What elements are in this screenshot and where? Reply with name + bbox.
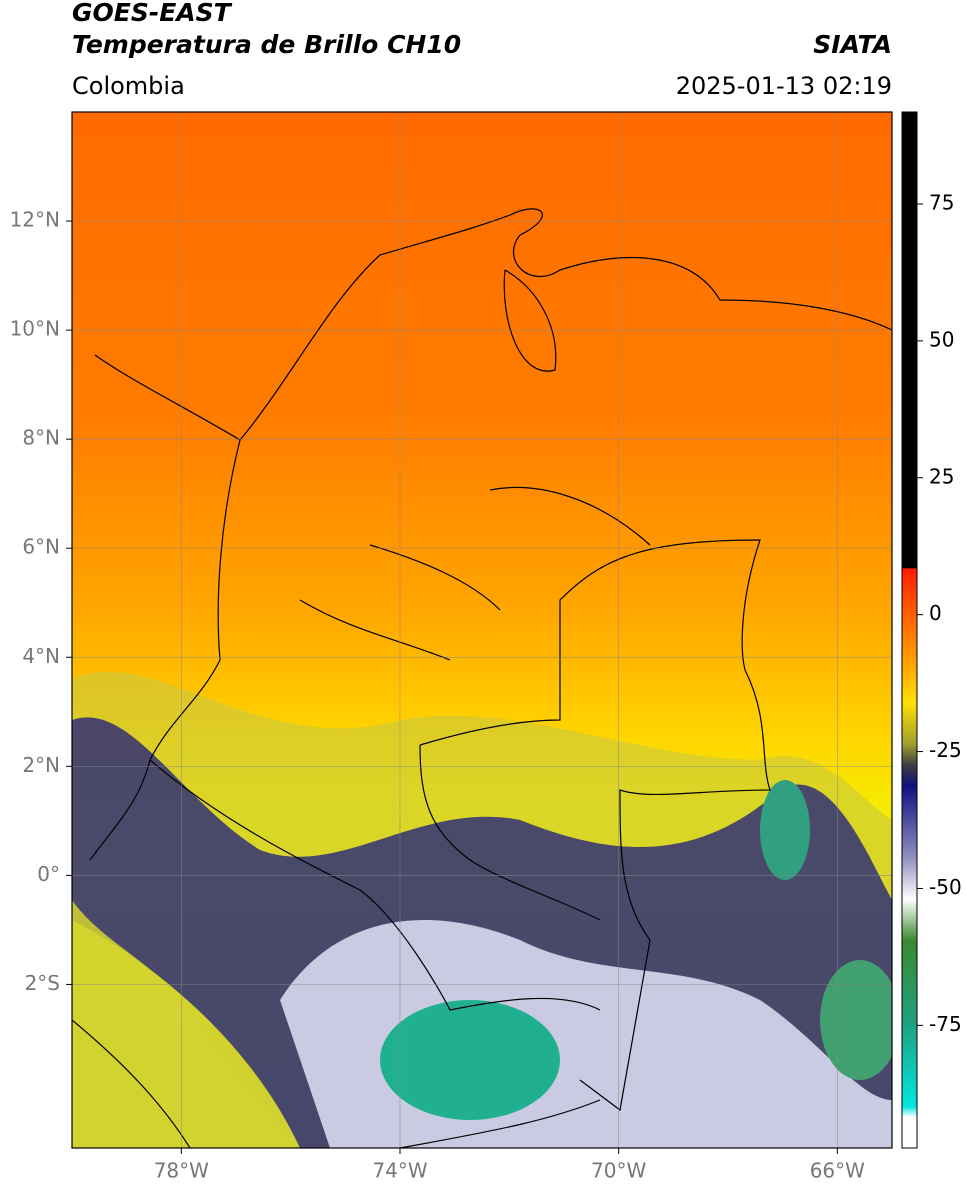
warm-area xyxy=(72,900,300,1148)
lat-tick-label: 12°N xyxy=(10,208,60,232)
lon-tick-label: 78°W xyxy=(154,1159,209,1183)
lat-tick-label: 0° xyxy=(37,862,60,886)
colorbar-tick-label: 0 xyxy=(929,601,942,625)
lon-tick-label: 74°W xyxy=(372,1159,427,1183)
lon-tick-label: 66°W xyxy=(810,1159,865,1183)
colorbar-tick-label: 50 xyxy=(929,327,954,351)
colorbar-tick-label: 75 xyxy=(929,190,954,214)
satellite: GOES-EAST xyxy=(72,0,233,27)
colorbar-tick-label: 25 xyxy=(929,464,954,488)
borders xyxy=(72,208,892,1148)
region: Colombia xyxy=(72,72,185,100)
coldest-tops xyxy=(820,960,892,1080)
lat-tick-label: 10°N xyxy=(10,317,60,341)
colorbar-tick-label: -50 xyxy=(929,875,962,899)
coldest-tops xyxy=(760,780,810,880)
lat-tick-label: 4°N xyxy=(22,644,60,668)
coldest-tops xyxy=(380,1000,560,1120)
lat-tick-label: 2°N xyxy=(22,753,60,777)
lat-tick-label: 6°N xyxy=(22,535,60,559)
lat-tick-label: 8°N xyxy=(22,426,60,450)
map-frame xyxy=(71,111,893,1149)
datetime: 2025-01-13 02:19 xyxy=(676,72,892,100)
lon-tick-label: 70°W xyxy=(591,1159,646,1183)
colorbar-tick-label: -75 xyxy=(929,1012,962,1036)
map-grid xyxy=(72,112,892,1148)
source: SIATA xyxy=(813,30,892,59)
map-image xyxy=(72,112,892,1148)
colorbar-tick-label: -25 xyxy=(929,738,962,762)
colorbar xyxy=(901,111,918,1149)
lat-tick-label: 2°S xyxy=(25,971,60,995)
product: Temperatura de Brillo CH10 xyxy=(72,30,461,59)
